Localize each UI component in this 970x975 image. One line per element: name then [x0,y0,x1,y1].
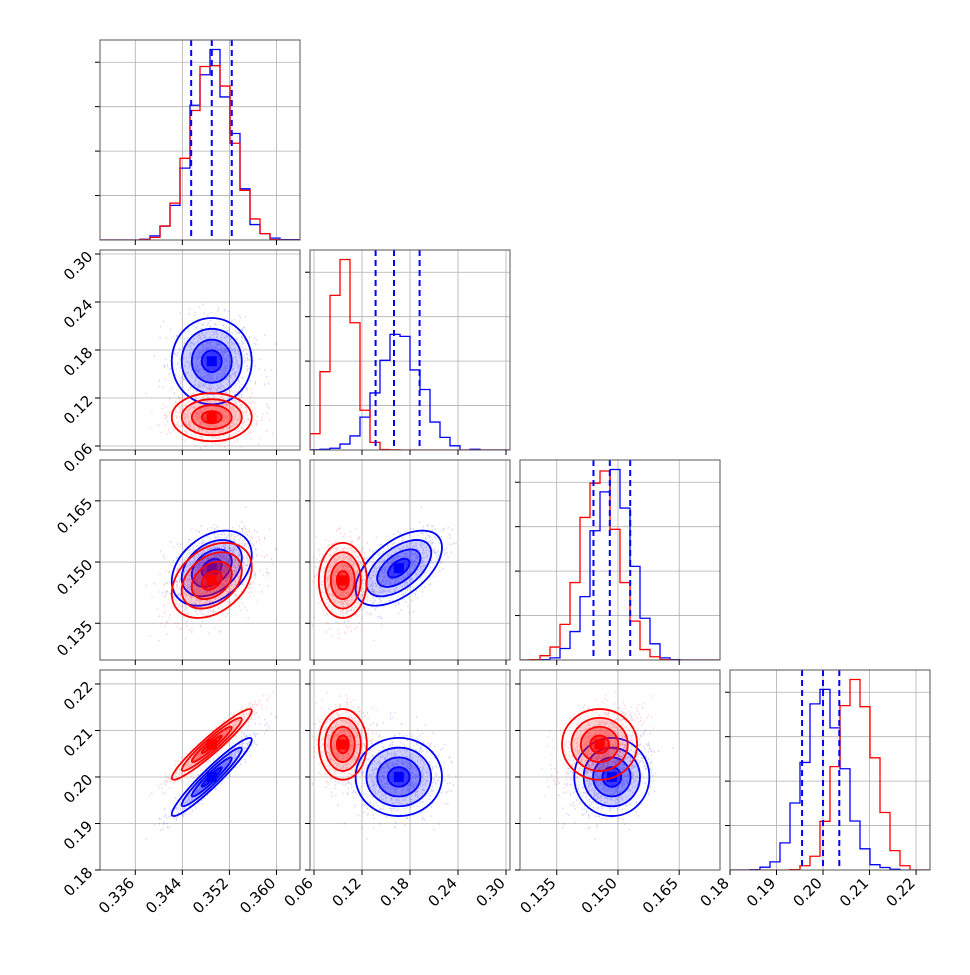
x-tick-label: 0.21 [836,874,872,910]
histogram-series-1 [730,678,930,870]
y-tick-label: 0.30 [60,248,96,284]
histogram-series-0 [730,688,930,870]
density-peak-series-1 [206,412,217,423]
y-tick-label: 0.06 [60,440,96,476]
y-tick-label: 0.20 [60,771,96,807]
contour-series-0 [170,737,253,817]
density-peak-series-1 [337,739,348,750]
panel-background [520,670,720,870]
x-tick-label: 0.352 [189,874,232,917]
contour-series-0 [170,529,253,607]
density-peak-series-1 [206,575,217,586]
contour-series-1 [317,541,368,619]
y-tick-label: 0.165 [53,494,96,537]
panel-3-2: 0.135 0.150 0.165 [515,669,721,917]
panel-content [520,460,720,660]
y-tick-label: 0.18 [60,344,96,380]
x-tick-label: 0.18 [696,874,732,910]
x-tick-label: 0.19 [743,874,779,910]
histogram-series-0 [310,333,510,450]
panel-content [520,670,720,870]
y-tick-label: 0.18 [60,864,96,900]
panel-content [100,40,300,240]
x-tick-label: 0.18 [376,874,412,910]
x-tick-label: 0.20 [790,874,826,910]
panel-frame [519,669,721,871]
y-tick-label: 0.22 [60,678,96,714]
panel-frame [729,669,931,871]
contour-series-1 [561,708,639,781]
panel-frame [99,459,301,661]
x-tick-label: 0.12 [328,874,364,910]
panel-frame [99,669,301,871]
panel-content [730,670,930,870]
density-peak-series-0 [206,356,217,367]
contour-series-1 [170,541,253,619]
y-tick-label: 0.150 [53,556,96,599]
density-peak-series-0 [393,771,404,782]
panel-background [100,670,300,870]
panel-content [100,250,300,450]
y-tick-label: 0.19 [60,817,96,853]
panel-content [310,250,510,450]
panel-content [100,460,300,660]
x-tick-label: 0.22 [883,874,919,910]
panel-2-2 [515,459,721,665]
density-peak-series-1 [206,739,217,750]
x-tick-label: 0.344 [142,874,185,917]
y-tick-label: 0.12 [60,392,96,428]
contour-series-1 [170,392,253,443]
x-tick-label: 0.150 [578,874,621,917]
panel-content [100,670,300,870]
x-tick-label: 0.06 [280,874,316,910]
contour-series-1 [170,708,253,781]
density-peak-series-0 [206,563,217,574]
y-tick-label: 0.21 [60,724,96,760]
panel-3-0: 0.336 0.344 0.352 0.360 0.18 0.19 0.20 0.21 0.22 [60,669,301,917]
density-peak-series-1 [337,575,348,586]
x-tick-label: 0.135 [516,874,559,917]
panel-2-1 [305,459,511,665]
x-tick-label: 0.165 [639,874,682,917]
panel-1-1 [305,249,511,455]
panel-frame [99,39,301,241]
x-tick-label: 0.30 [472,874,508,910]
density-peak-series-0 [393,563,404,574]
density-peak-series-0 [606,771,617,782]
panel-1-0: 0.06 0.12 0.18 0.24 0.30 [60,248,301,476]
y-tick-label: 0.135 [53,617,96,660]
x-tick-label: 0.360 [236,874,279,917]
panel-3-3: 0.18 0.19 0.20 0.21 0.22 [696,669,931,910]
contour-series-0 [354,529,443,607]
panel-3-1: 0.06 0.12 0.18 0.24 0.30 [280,669,511,910]
density-peak-series-0 [206,771,217,782]
panel-2-0: 0.135 0.150 0.165 [53,459,301,665]
panel-0-0 [95,39,301,245]
contour-series-0 [573,737,651,817]
y-tick-label: 0.24 [60,296,96,332]
panel-content [310,670,510,870]
contour-series-0 [354,737,443,817]
x-tick-label: 0.336 [95,874,138,917]
density-peak-series-1 [594,739,605,750]
contour-series-1 [317,708,368,781]
panel-frame [519,459,721,661]
panel-content [310,460,510,660]
x-tick-label: 0.24 [424,874,460,910]
